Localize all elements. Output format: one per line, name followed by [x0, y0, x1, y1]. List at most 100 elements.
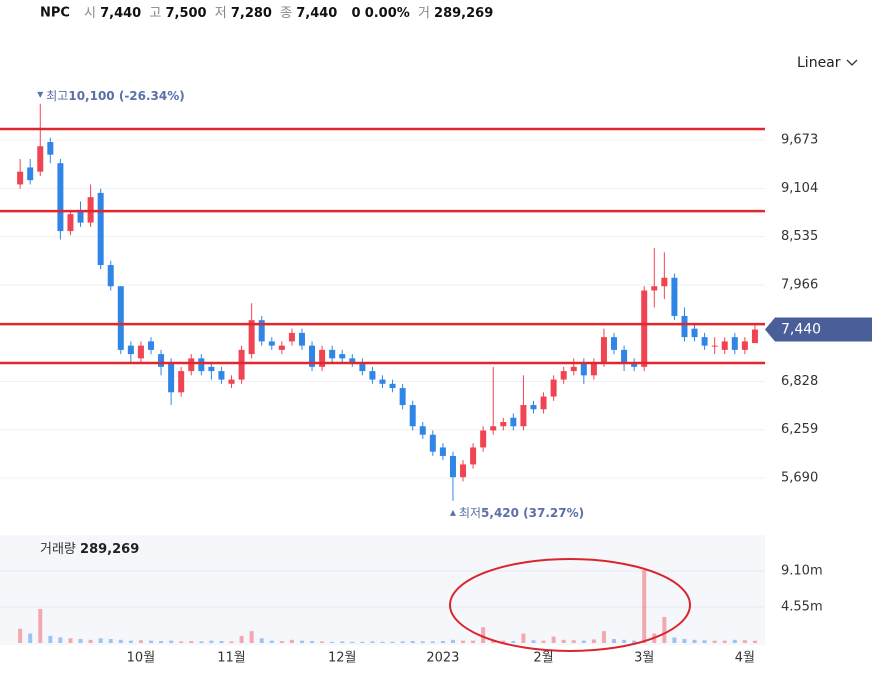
volume-bar — [440, 641, 445, 643]
candle-body — [711, 345, 718, 347]
candle-body — [27, 167, 34, 181]
candle-body — [147, 341, 154, 350]
volume-bar — [430, 641, 435, 643]
volume-bar — [320, 641, 325, 643]
down-arrow — [37, 91, 44, 98]
volume-bar — [380, 641, 385, 643]
candle-body — [67, 214, 74, 232]
x-tick-label: 2월 — [533, 651, 553, 666]
volume-bar — [340, 641, 345, 643]
candle-body — [188, 358, 195, 372]
candle-body — [470, 447, 477, 465]
volume-bar — [541, 640, 546, 643]
volume-bar — [410, 641, 415, 643]
candle-body — [641, 290, 648, 367]
candle-body — [97, 192, 104, 266]
close-value: 7,440 — [296, 6, 337, 21]
volume-tick-label: 9.10m — [781, 564, 823, 579]
candle-body — [168, 362, 175, 393]
chevron[interactable] — [846, 59, 858, 66]
candle-body — [631, 362, 638, 367]
low-label: 저 — [215, 6, 227, 21]
candle-body — [389, 383, 396, 389]
volume-bar — [400, 641, 405, 643]
candle-body — [449, 455, 456, 478]
low-value: 7,280 — [231, 6, 272, 21]
volume-bar — [450, 639, 455, 643]
candle-body — [309, 345, 316, 367]
high-annotation: 최고10,100 (-26.34%) — [46, 88, 185, 102]
scale-label[interactable]: Linear — [797, 55, 841, 71]
candle-body — [158, 354, 165, 367]
candle-body — [651, 286, 658, 291]
volume-bar — [521, 633, 526, 643]
volume-bar — [249, 631, 254, 643]
volume-bar — [672, 637, 677, 643]
volume-bar — [199, 641, 204, 643]
volume-bar — [581, 640, 586, 643]
highlight-oval — [449, 558, 691, 652]
candle-body — [208, 366, 215, 372]
volume-bar — [612, 639, 617, 643]
candle-body — [127, 345, 134, 355]
candle-body — [500, 422, 507, 427]
candle-body — [178, 371, 185, 393]
volume-bar — [38, 608, 43, 643]
candle-body — [490, 426, 497, 431]
volume-bar — [209, 640, 214, 643]
volume-bar — [88, 639, 93, 643]
candle-body — [218, 371, 225, 380]
x-tick-label: 10월 — [127, 651, 156, 666]
scale-button[interactable]: Linear — [797, 55, 858, 71]
candle-body — [37, 146, 44, 172]
y-tick-label: 5,690 — [781, 471, 818, 486]
volume-bar — [662, 616, 667, 643]
candle-body — [611, 337, 618, 350]
open-value: 7,440 — [100, 6, 141, 21]
symbol: NPC — [40, 6, 70, 21]
y-tick-label: 6,259 — [781, 422, 818, 437]
price-tag-label: 7,440 — [781, 322, 821, 338]
candle-body — [268, 341, 275, 346]
candle-body — [721, 341, 728, 350]
volume-bar — [702, 640, 707, 643]
candle-body — [560, 371, 567, 380]
volume-bar — [360, 641, 365, 643]
high-label: 고 — [149, 6, 161, 21]
volume-bar — [571, 640, 576, 643]
y-tick-label: 7,966 — [781, 277, 818, 292]
y-tick-label: 9,104 — [781, 181, 818, 196]
candle-body — [520, 405, 527, 427]
candle-body — [550, 379, 557, 397]
volume-bar — [531, 640, 536, 643]
candle-body — [701, 337, 708, 346]
candle-body — [107, 265, 114, 287]
x-tick-label: 3월 — [634, 651, 654, 666]
candle-body — [359, 362, 366, 372]
candle-body — [621, 349, 628, 363]
volume-title-value: 289,269 — [80, 542, 139, 557]
candle-body — [198, 358, 205, 372]
candle-body — [691, 328, 698, 338]
volume-bar — [481, 627, 486, 643]
volume-bar — [511, 641, 516, 643]
x-tick-label: 2023 — [426, 651, 459, 666]
volume-bar — [561, 639, 566, 643]
volume-bar — [48, 635, 53, 643]
volume-bar — [78, 639, 83, 643]
volume-bar — [742, 640, 747, 643]
volume-bar — [632, 640, 637, 643]
volume-tick-label: 4.55m — [781, 600, 823, 615]
candle-body — [349, 358, 356, 363]
volume-bar — [310, 641, 315, 643]
volume-bar — [390, 641, 395, 643]
header: NPC 시 7,440 고 7,500 저 7,280 종 7,440 0 0.… — [40, 6, 493, 21]
candle-body — [480, 430, 487, 448]
volume-label: 거 — [418, 6, 430, 21]
volume-bar — [471, 640, 476, 643]
volume-bar — [350, 641, 355, 643]
candle-body — [288, 332, 295, 342]
candle-body — [600, 337, 607, 363]
candle-body — [238, 349, 245, 380]
